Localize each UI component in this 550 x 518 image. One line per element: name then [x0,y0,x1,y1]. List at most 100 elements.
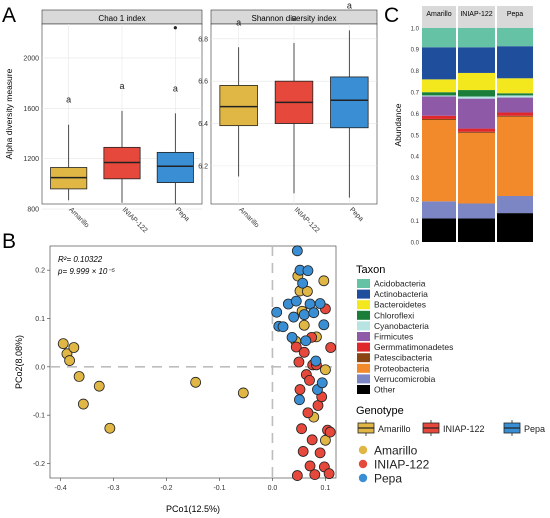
abundance-ylabel: Abundance [393,103,403,146]
pcoa-y-tick-2: 0.0 [35,364,45,371]
pcoa-x-tick-1: -0.3 [108,485,120,492]
abundance-panel: Amarillo INIAP-122 Pepa 0.00.10.20.30.40… [393,6,533,246]
chao1-letter-0: a [66,95,71,105]
abundance-strip-1 [422,6,456,28]
pcoa-point [309,469,321,481]
abundance-y-tick-9: 0.9 [411,48,420,54]
taxon-legend-swatch [357,279,370,288]
abundance-group-label-3: Pepa [507,11,523,18]
abundance-bar-segment [458,47,495,73]
pcoa-zero-lines [50,246,336,478]
genotype-point-swatch [358,445,368,455]
pcoa-x-tick-2: -0.2 [160,485,172,492]
shannon-panel: Shannon diversity index a a a 6.2 6.4 6.6 6.8… [198,0,378,234]
pcoa-point [298,346,310,358]
shannon-letter-1: a [291,13,296,23]
shannon-boxes: a a a [219,0,369,198]
taxon-legend-label-4: Cyanobacteria [374,321,429,331]
abundance-bars [422,28,533,242]
taxon-legend-swatch [357,321,370,331]
abundance-bar-segment [422,79,456,93]
genotype-legend: Genotype Amarillo INIAP-122 Pepa AmarilloI… [356,405,545,486]
abundance-y-tick-8: 0.8 [411,69,420,75]
genotype-point-swatch [358,459,368,469]
pcoa-point [324,426,336,438]
taxon-legend-label-10: Other [374,385,395,395]
abundance-y-tick-1: 0.1 [411,219,420,225]
pcoa-x-tick-0: -0.4 [55,485,67,492]
abundance-y-tick-10: 1.0 [411,26,420,32]
pcoa-point [57,338,69,350]
abundance-bar-segment [497,112,533,116]
abundance-bar-segment [422,95,456,97]
abundance-bar-segment [422,92,456,96]
abundance-bar-segment [422,118,456,121]
genotype-box-label-2: Pepa [524,424,545,434]
abundance-bar-segment [422,96,456,116]
taxon-legend-label-1: Actinobacteria [374,289,428,299]
pcoa-point [104,422,116,434]
abundance-y-ticks: 0.0 0.1 0.2 0.3 0.4 0.5 0.6 0.7 0.8 0.9 1.0 [411,26,420,246]
chao1-y-tick-3: 2000 [23,55,39,62]
pcoa-panel: -0.4 -0.3 -0.2 -0.1 0.0 0.1 0.2 0.1 0.0 -0.1 -0.2… [14,245,337,514]
pcoa-point [302,407,314,419]
abundance-bar-segment [497,195,533,214]
pcoa-y-tick-0: 0.2 [35,268,45,275]
pcoa-point [290,341,302,353]
taxon-legend-label-2: Bacteroidetes [374,300,426,310]
pcoa-point [237,387,249,399]
genotype-point-label-1: INIAP-122 [374,458,430,472]
genotype-box-legend: Amarillo INIAP-122 Pepa [357,420,545,436]
abundance-bar-segment [422,28,456,48]
abundance-bar-segment [497,78,533,94]
taxon-legend-label-7: Patescibacteria [374,353,432,363]
genotype-point-label-2: Pepa [374,472,402,486]
pcoa-point [320,364,331,376]
genotype-box-label-1: INIAP-122 [443,424,485,434]
abundance-y-tick-6: 0.6 [411,112,420,118]
abundance-strip-3 [497,6,533,28]
taxon-legend-label-9: Verrucomicrobia [374,374,436,384]
chao1-boxes: a a a [50,26,194,204]
pcoa-point [73,371,85,382]
shannon-box [330,76,369,129]
pcoa-point [296,423,307,435]
pcoa-xlabel: PCo1(12.5%) [166,504,220,514]
taxon-legend-swatch [357,342,370,352]
pcoa-x-tick-5: 0.1 [321,485,331,492]
abundance-y-tick-0: 0.0 [411,240,420,246]
abundance-bar-segment [458,128,495,132]
panel-label-c: C [384,4,399,27]
abundance-bar-segment [497,213,533,242]
alpha-ylabel: Alpha diversity measure [4,68,14,159]
chao1-x-tick-0: Amarillo [67,206,90,229]
taxon-legend-label-6: Germmatimonadetes [374,342,453,352]
pcoa-point [93,380,105,392]
pcoa-x-ticks: -0.4 -0.3 -0.2 -0.1 0.0 0.1 [55,478,331,492]
pcoa-y-tick-1: 0.1 [35,316,45,323]
pcoa-point [325,342,337,353]
chao1-letter-2: a [173,83,178,93]
abundance-group-label-1: Amarillo [426,11,451,18]
abundance-bar-segment [458,28,495,48]
taxon-legend: Taxon AcidobacteriaActinobacteriaBactero… [356,264,453,395]
pcoa-y-ticks: 0.2 0.1 0.0 -0.1 -0.2 [33,268,50,468]
genotype-box-label-0: Amarillo [378,424,411,434]
shannon-y-tick-1: 6.4 [198,121,208,128]
shannon-letter-2: a [347,0,352,10]
pcoa-point [77,398,89,410]
abundance-bar-segment [497,95,533,98]
taxon-legend-label-8: Proteobacteria [374,363,430,373]
pcoa-point [64,355,75,366]
pcoa-point [68,342,80,353]
abundance-y-tick-3: 0.3 [411,176,420,182]
taxon-legend-label-3: Chloroflexi [374,310,414,320]
pcoa-point [304,374,315,386]
shannon-y-tick-0: 6.2 [198,163,208,170]
pcoa-point [298,309,310,321]
abundance-y-tick-2: 0.2 [411,198,420,204]
chao1-panel: Chao 1 index a a a 800 1200 1600 2000 Amarill… [23,9,203,234]
taxon-legend-label-0: Acidobacteria [374,279,426,289]
taxon-legend-label-5: Firmicutes [374,332,413,342]
abundance-bar-segment [458,90,495,97]
